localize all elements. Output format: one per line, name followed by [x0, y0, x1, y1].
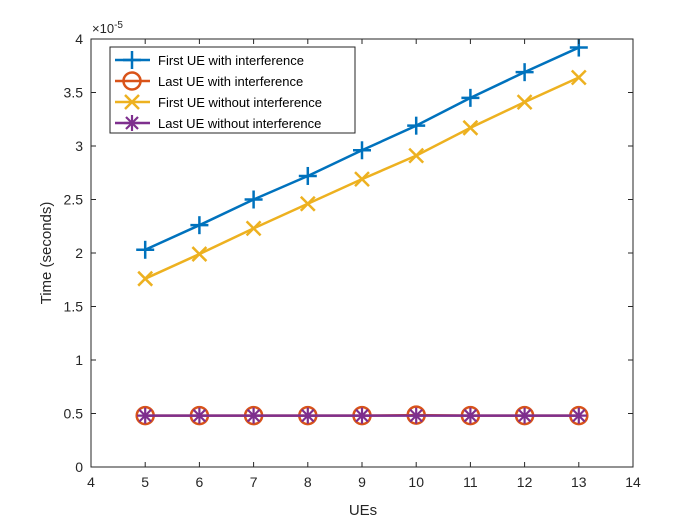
x-marker-b [245, 220, 262, 237]
data-point [462, 119, 479, 136]
data-point [516, 407, 533, 424]
x-marker-b [408, 147, 425, 164]
data-point [245, 220, 262, 237]
axes-layer: 4 5 6 7 8 9 10 11 12 13 14 0 0.5 1 1.5 2 2.5 3 3.5 4 [64, 31, 641, 490]
data-point [191, 407, 208, 424]
series-layer [135, 38, 589, 426]
x-marker-b [462, 119, 479, 136]
x-marker-b [299, 195, 316, 212]
x-tick-label: 7 [250, 474, 258, 490]
asterisk-marker-b [355, 408, 369, 423]
data-point [354, 407, 370, 424]
y-tick-label: 1.5 [64, 299, 84, 315]
y-axis-label: Time (seconds) [38, 202, 55, 305]
x-tick-label: 6 [196, 474, 204, 490]
legend-label: Last UE with interference [158, 74, 303, 89]
data-point [353, 141, 371, 160]
x-tick-label: 11 [463, 474, 478, 490]
legend-entry: Last UE with interference [115, 71, 303, 91]
series-4 [137, 407, 587, 424]
y-axis-exponent: ×10-5 [92, 20, 123, 36]
legend-label: First UE with interference [158, 53, 304, 68]
series-3 [137, 69, 587, 287]
data-point [408, 147, 425, 164]
data-point [516, 94, 533, 111]
legend-entry: First UE with interference [115, 51, 304, 69]
x-tick-label: 4 [87, 474, 95, 490]
x-tick-label: 13 [571, 474, 587, 490]
x-tick-label: 12 [517, 474, 533, 490]
legend-label: First UE without interference [158, 95, 322, 110]
data-point [298, 166, 317, 185]
asterisk-marker-b [463, 408, 478, 423]
y-axis-exponent-base: ×10 [92, 21, 114, 36]
y-tick-label: 4 [75, 31, 83, 47]
legend-box [109, 46, 356, 134]
x-tick-label: 10 [408, 474, 424, 490]
data-point [407, 116, 426, 135]
x-tick-label: 14 [625, 474, 641, 490]
data-point [461, 88, 480, 107]
y-tick-label: 3 [75, 138, 83, 154]
data-point [570, 69, 587, 86]
data-point [515, 63, 534, 82]
asterisk-marker-b [301, 408, 315, 423]
y-axis-exponent-power: -5 [114, 20, 123, 31]
data-point [299, 407, 316, 424]
x-tick-label: 8 [304, 474, 312, 490]
data-point [245, 407, 262, 424]
y-tick-label: 1 [75, 352, 83, 368]
series-1 [136, 38, 588, 259]
y-tick-label: 3.5 [64, 85, 84, 101]
data-point [137, 270, 154, 287]
asterisk-marker-b [409, 408, 423, 423]
y-tick-label: 0.5 [64, 406, 84, 422]
x-tick-label: 9 [358, 474, 366, 490]
y-tick-label: 0 [75, 459, 83, 475]
asterisk-marker-b [246, 408, 261, 423]
asterisk-marker-b [138, 408, 152, 423]
data-point [299, 195, 316, 212]
data-point [570, 407, 587, 424]
legend: First UE with interference Last UE with i… [109, 46, 356, 134]
data-point [191, 246, 208, 262]
data-point [244, 190, 263, 209]
data-point [462, 407, 479, 424]
asterisk-marker-b [125, 116, 139, 130]
y-tick-label: 2.5 [64, 192, 84, 208]
legend-entry: First UE without interference [115, 94, 322, 110]
x-marker-b [124, 94, 140, 110]
data-point [190, 216, 209, 235]
x-marker-b [570, 69, 587, 86]
x-axis-label: UEs [349, 502, 377, 519]
asterisk-marker-b [192, 408, 207, 423]
data-point [136, 240, 155, 259]
x-marker-b [137, 270, 154, 287]
asterisk-marker-b [517, 408, 532, 423]
x-tick-label: 5 [141, 474, 149, 490]
legend-label: Last UE without interference [158, 116, 321, 131]
data-point [354, 171, 370, 188]
data-point [408, 407, 425, 424]
x-marker-b [354, 171, 370, 188]
y-tick-label: 2 [75, 245, 83, 261]
data-point [137, 407, 154, 424]
x-marker-b [516, 94, 533, 111]
legend-entry: Last UE without interference [115, 115, 321, 131]
asterisk-marker-b [572, 408, 586, 423]
circle-marker [122, 71, 142, 91]
x-marker-b [191, 246, 208, 262]
